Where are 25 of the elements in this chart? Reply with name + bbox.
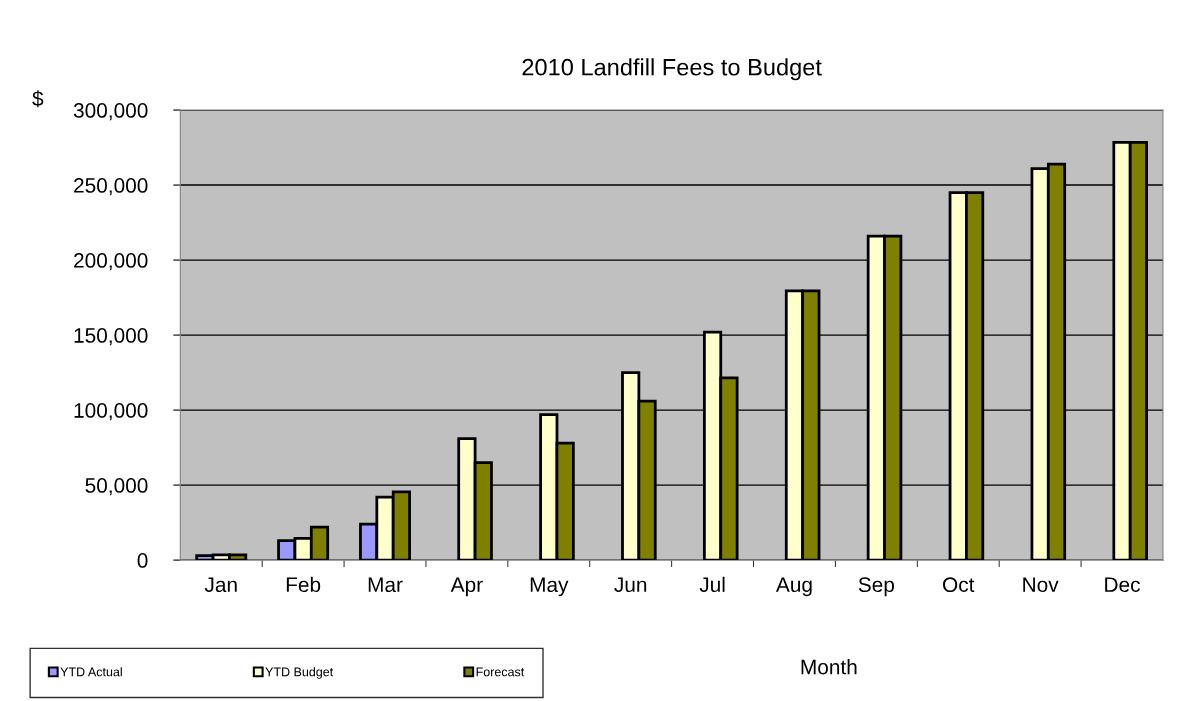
y-tick-label: 100,000	[74, 403, 148, 421]
legend-label: YTD Budget	[265, 667, 334, 679]
x-tick-label: Nov	[1023, 577, 1059, 593]
y-tick-label: 250,000	[74, 178, 148, 196]
y-tick-label: 50,000	[85, 478, 148, 496]
y-axis-title: $	[32, 90, 44, 108]
x-axis-title: Month	[801, 659, 857, 675]
y-tick-label: 0	[137, 553, 148, 568]
legend-label: YTD Actual	[60, 667, 122, 677]
y-tick-label: 150,000	[74, 328, 148, 346]
x-tick-label: Oct	[943, 577, 975, 593]
x-tick-label: May	[530, 577, 569, 597]
y-tick-label: 200,000	[74, 253, 148, 271]
x-tick-label: Feb	[286, 576, 321, 593]
x-tick-label: Jul	[699, 576, 725, 593]
legend-label: Forecast	[476, 667, 525, 677]
x-tick-label: Jan	[204, 577, 237, 593]
x-tick-label: Sep	[858, 577, 895, 597]
chart-title: 2010 Landfill Fees to Budget	[522, 58, 822, 81]
y-tick-label: 300,000	[73, 103, 148, 121]
x-tick-label: Dec	[1105, 577, 1140, 593]
x-tick-label: Aug	[775, 577, 812, 597]
x-tick-label: Mar	[368, 577, 403, 593]
x-tick-label: Jun	[614, 577, 647, 593]
x-tick-label: Apr	[450, 577, 483, 597]
